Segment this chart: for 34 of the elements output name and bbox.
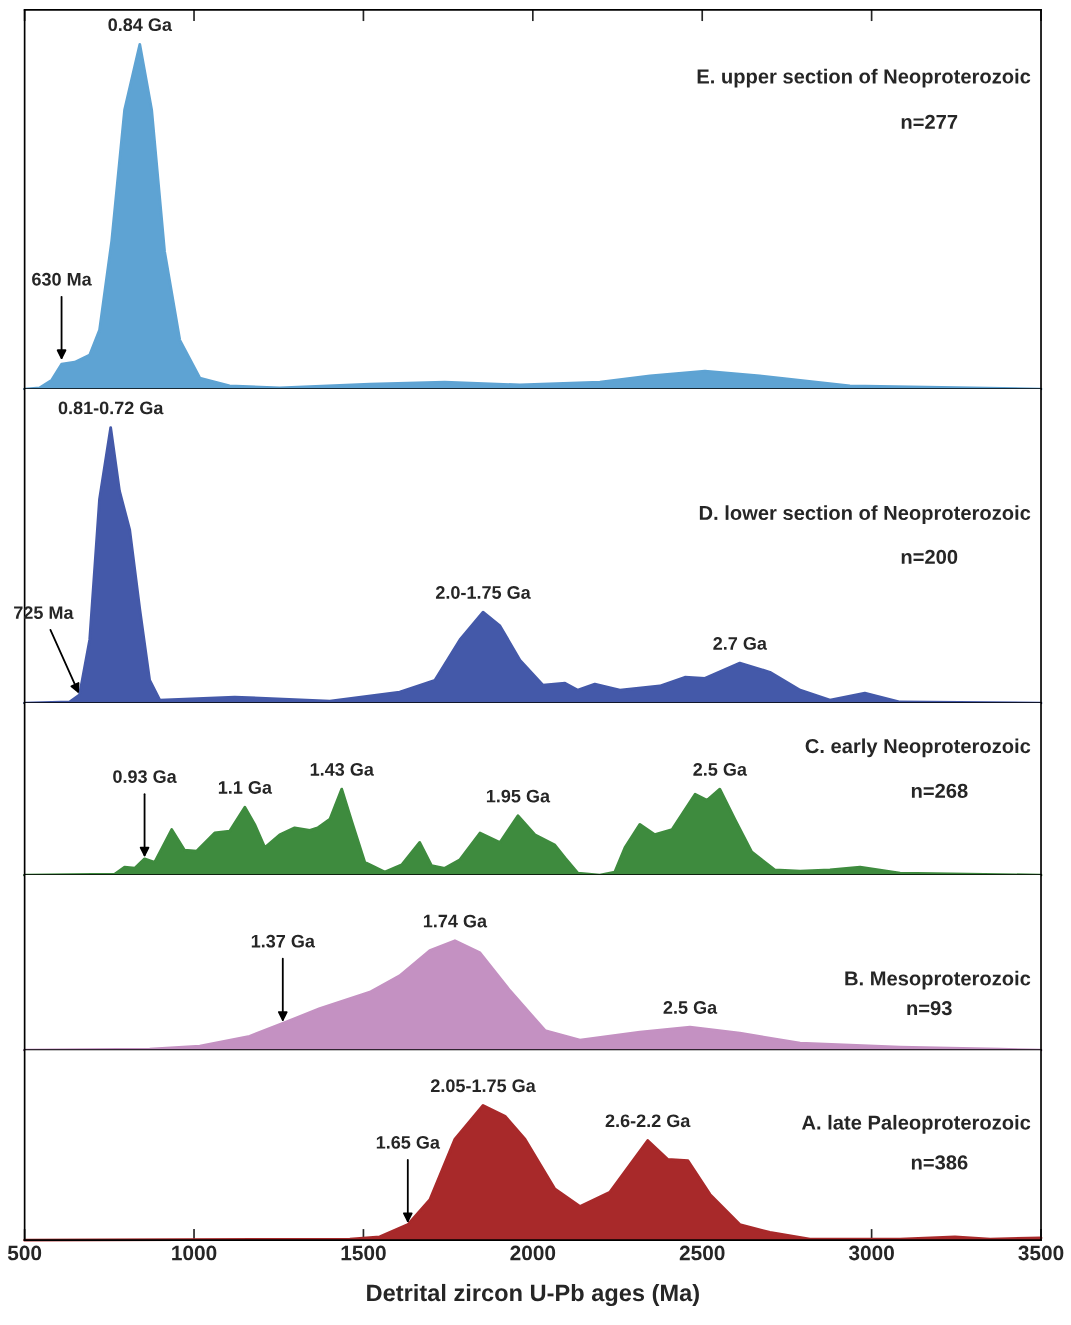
chart-title: C. early Neoproterozoic (805, 738, 1031, 758)
annotation: 1.65 Ga (376, 1135, 441, 1149)
x-tick-label: 3500 (1018, 1245, 1064, 1261)
annotation: 1.37 Ga (251, 934, 316, 948)
x-tick-label: 1000 (172, 1245, 217, 1261)
x-tick-label: 500 (7, 1245, 42, 1261)
x-tick-label: 2500 (679, 1245, 725, 1261)
annotation: 0.93 Ga (113, 770, 177, 784)
annotation: 2.7 Ga (713, 637, 768, 650)
annotation: 2.5 Ga (663, 1001, 718, 1014)
text: E. upper section of Neoproterozoic (697, 68, 1031, 88)
x-tick-label: 3000 (848, 1245, 894, 1261)
annotation: 0.84 Ga (108, 18, 173, 32)
chart-title: A. late Paleoproterozoic (801, 1114, 1031, 1134)
x-axis-title: Detrital zircon U-Pb ages (Ma) (367, 1283, 699, 1307)
annotation: 2.6-2.2 Ga (605, 1114, 691, 1128)
x-tick-label: 1500 (341, 1245, 386, 1261)
text: n=93 (907, 1001, 952, 1016)
annotation: 2.0-1.75 Ga (435, 586, 531, 599)
annotation: 2.5 Ga (693, 763, 748, 776)
annotation: 1.43 Ga (310, 763, 374, 776)
text: D. lower section of Neoproterozoic (699, 505, 1031, 525)
annotation: 1.1 Ga (218, 781, 273, 794)
text: B. Mesoproterozoic (845, 970, 1031, 990)
annotation: 2.05-1.75 Ga (430, 1079, 536, 1093)
text: n=277 (901, 114, 958, 129)
annotation: 1.95 Ga (486, 789, 551, 803)
text: n=386 (911, 1155, 968, 1170)
annotation: 630 Ma (32, 272, 92, 286)
annotation: 0.81-0.72 Ga (58, 401, 164, 415)
chart-subtitle: n=268 (911, 783, 968, 798)
x-tick-label: 2000 (510, 1245, 556, 1261)
text: n=200 (901, 549, 958, 565)
annotation: 1.74 Ga (423, 914, 488, 928)
